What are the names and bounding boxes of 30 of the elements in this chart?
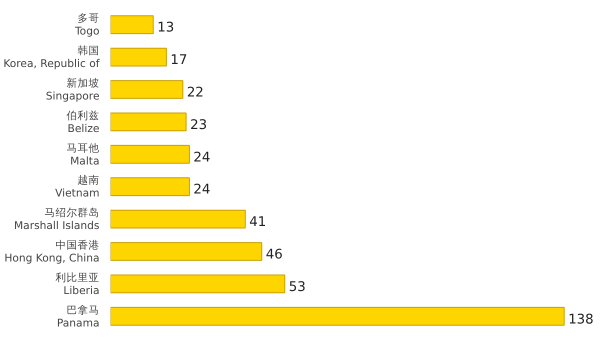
bar (110, 80, 184, 99)
bar (110, 48, 167, 67)
y-tick-label: 韩国 Korea, Republic of (3, 44, 100, 70)
y-tick-label: 马耳他 Malta (66, 141, 100, 168)
bar (110, 177, 190, 196)
y-tick-label: 马绍尔群岛 Marshall Islands (14, 206, 100, 232)
data-label: 24 (193, 150, 210, 166)
data-label: 46 (266, 248, 283, 262)
data-label: 53 (288, 280, 306, 295)
y-tick-label: 越南 Vietnam (55, 174, 100, 200)
data-label: 138 (568, 312, 594, 328)
bar (110, 242, 262, 261)
bar (110, 210, 246, 229)
y-tick-label: 伯利兹 Belize (66, 108, 100, 135)
y-tick-label: 利比里亚 Liberia (56, 270, 100, 297)
bar (110, 144, 190, 164)
y-tick-label: 多哥 Togo (74, 12, 100, 38)
data-label: 41 (249, 215, 266, 230)
data-label: 13 (157, 20, 174, 36)
data-label: 17 (170, 53, 188, 68)
bar (110, 306, 565, 326)
y-tick-label: 中国香港 Hong Kong, China (4, 238, 100, 264)
y-tick-label: 巴拿马 Panama (56, 303, 100, 330)
data-label: 22 (186, 86, 204, 100)
bar (110, 112, 187, 132)
data-label: 23 (190, 118, 208, 133)
bar (110, 274, 286, 294)
y-tick-label: 新加坡 Singapore (46, 76, 100, 102)
bar (110, 15, 154, 34)
data-label: 24 (193, 182, 210, 198)
